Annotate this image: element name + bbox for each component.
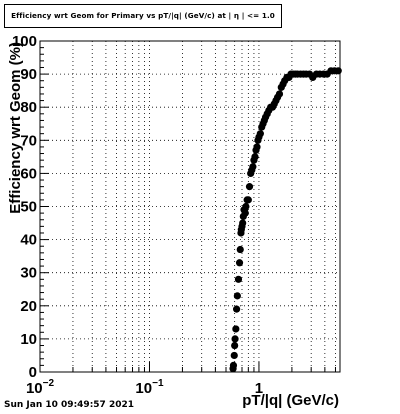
y-tick-label: 10: [20, 331, 37, 348]
y-tick-label: 60: [20, 165, 37, 182]
x-tick-label: 1: [255, 380, 263, 397]
data-point: [234, 275, 243, 283]
chart-title: Efficiency wrt Geom for Primary vs pT/|q…: [11, 11, 275, 20]
y-tick-label: 100: [12, 33, 37, 50]
data-point: [230, 351, 238, 360]
data-point: [245, 183, 254, 191]
data-point: [251, 153, 259, 161]
data-point: [233, 305, 241, 313]
grid: [40, 41, 340, 372]
y-tick-label: 40: [20, 232, 37, 249]
x-tick-label: 10−2: [26, 378, 55, 397]
data-point: [229, 361, 238, 369]
data-point: [241, 209, 249, 217]
data-point: [232, 325, 240, 333]
data-point: [231, 335, 239, 343]
y-tick-label: 20: [20, 298, 37, 315]
data-point: [275, 90, 284, 98]
data-point: [235, 259, 244, 267]
data-point: [236, 245, 244, 254]
data-point: [256, 130, 264, 138]
y-tick-label: 70: [20, 132, 37, 149]
data-point: [253, 143, 261, 151]
data-point: [233, 292, 241, 300]
y-axis-title: Efficiency wrt Geom (%): [7, 42, 24, 214]
axis-ticks: [39, 40, 336, 373]
data-point: [242, 202, 250, 211]
data-point: [239, 219, 247, 227]
data-point: [231, 341, 239, 350]
data-point: [334, 67, 342, 75]
timestamp: Sun Jan 10 09:49:57 2021: [4, 400, 135, 410]
chart-title-box: Efficiency wrt Geom for Primary vs pT/|q…: [4, 4, 282, 28]
y-tick-label: 90: [20, 66, 37, 83]
y-tick-label: 30: [20, 265, 37, 282]
y-tick-label: 50: [20, 199, 37, 216]
y-tick-label: 80: [20, 99, 37, 116]
x-tick-label: 10−1: [135, 378, 164, 397]
data-point: [249, 163, 257, 171]
data-point: [244, 196, 252, 204]
x-axis-title: pT/|q| (GeV/c): [242, 392, 339, 409]
y-tick-label: 0: [29, 364, 37, 381]
tick-labels: 0 10 20 30 40 50 60 70 80 90 100 10−2 10−1 1: [12, 33, 263, 397]
data-points: [229, 67, 342, 373]
